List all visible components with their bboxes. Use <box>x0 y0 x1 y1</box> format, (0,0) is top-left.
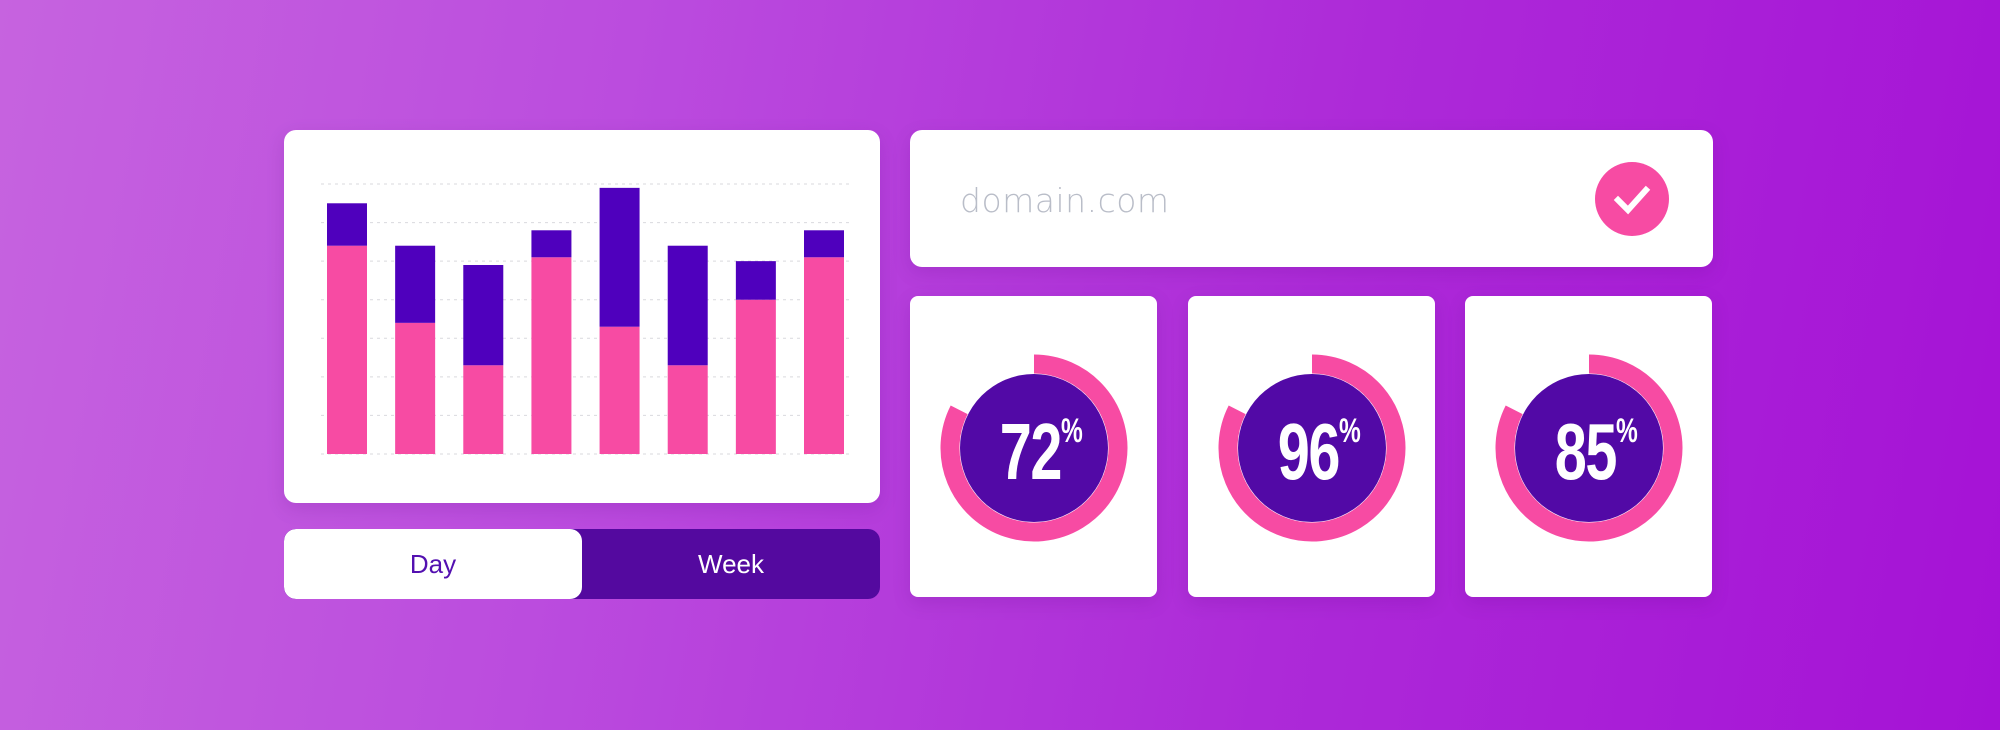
check-circle-icon <box>1595 162 1669 236</box>
inner-circle <box>1515 374 1663 522</box>
stat-card-2: 96% <box>1188 296 1435 597</box>
progress-arc <box>940 354 1128 542</box>
toggle-day-button[interactable]: Day <box>284 529 582 599</box>
bar-segment-purple <box>599 187 640 327</box>
stat-value: 85% <box>1554 407 1638 496</box>
bar-segment-purple <box>395 245 436 323</box>
progress-arc <box>1495 354 1683 542</box>
inner-circle <box>960 374 1108 522</box>
period-toggle: Day Week <box>284 529 880 599</box>
domain-card <box>910 130 1713 267</box>
bar-segment-pink <box>599 326 640 454</box>
bar-segment-purple <box>804 230 844 258</box>
week-label: Week <box>698 548 764 579</box>
bar-segment-pink <box>804 257 844 454</box>
bar-segment-pink <box>667 365 708 454</box>
bar-segment-purple <box>531 230 572 258</box>
toggle-week-button[interactable]: Week <box>582 529 880 599</box>
bar-segment-purple <box>667 245 708 366</box>
stat-card-3: 85% <box>1465 296 1712 597</box>
progress-ring <box>1495 354 1683 542</box>
progress-arc <box>1218 354 1406 542</box>
chart-card <box>284 130 880 503</box>
bar-segment-purple <box>735 261 776 300</box>
stat-card-1: 72% <box>910 296 1157 597</box>
progress-ring <box>940 354 1128 542</box>
bar-segment-pink <box>395 322 436 454</box>
inner-circle <box>1238 374 1386 522</box>
progress-ring <box>1218 354 1406 542</box>
stat-value: 72% <box>999 407 1083 496</box>
bar-segment-pink <box>463 365 504 454</box>
bar-segment-pink <box>531 257 572 454</box>
stacked-bar-chart <box>321 183 850 455</box>
bar-segment-pink <box>735 299 776 454</box>
bar-segment-purple <box>327 203 367 246</box>
bar-segment-purple <box>463 265 504 366</box>
stat-value: 96% <box>1277 407 1361 496</box>
day-label: Day <box>409 548 457 579</box>
bar-segment-pink <box>327 245 367 454</box>
domain-input[interactable] <box>958 170 1562 230</box>
